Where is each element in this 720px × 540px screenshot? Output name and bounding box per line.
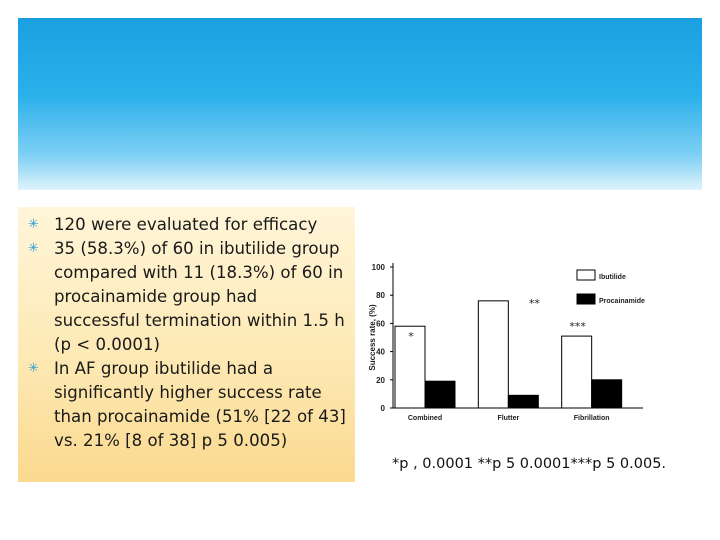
legend-label-procainamide: Procainamide <box>599 298 645 305</box>
x-tick-label: Fibrillation <box>574 415 610 422</box>
success-rate-chart: Success rate, (%) 0 20 40 60 80 100 Combined * Fl… <box>368 263 645 422</box>
bullet-text: In AF group ibutilide had a significantl… <box>54 359 346 450</box>
asterisk-bullet-icon: ✳ <box>28 217 39 232</box>
x-tick-label: Combined <box>408 415 442 422</box>
legend-swatch-procainamide <box>576 293 596 305</box>
legend-swatch-ibutilide <box>576 269 596 281</box>
bullet-text-box: ✳ 120 were evaluated for efficacy ✳ 35 (… <box>18 207 355 482</box>
significance-annotation: ** <box>529 297 541 310</box>
y-tick-label: 40 <box>376 348 385 357</box>
bar-procainamide-flutter <box>507 394 539 409</box>
bar-ibutilide-flutter <box>477 300 509 409</box>
asterisk-bullet-icon: ✳ <box>28 241 39 256</box>
asterisk-bullet-icon: ✳ <box>28 361 39 376</box>
bullet-text: 120 were evaluated for efficacy <box>54 215 318 234</box>
significance-annotation: * <box>408 330 414 343</box>
legend-label-ibutilide: Ibutilide <box>599 274 626 281</box>
bullet-list: ✳ 120 were evaluated for efficacy ✳ 35 (… <box>26 213 347 453</box>
bullet-item: ✳ 120 were evaluated for efficacy <box>26 213 347 237</box>
y-tick-label: 80 <box>376 291 385 300</box>
bullet-item: ✳ 35 (58.3%) of 60 in ibutilide group co… <box>26 237 347 357</box>
y-tick-label: 0 <box>381 404 386 413</box>
significance-annotation: *** <box>569 320 586 333</box>
y-tick-label: 20 <box>376 376 385 385</box>
footnote: *p , 0.0001 **p 5 0.0001***p 5 0.005. <box>392 456 667 472</box>
y-axis-label: Success rate, (%) <box>368 304 377 371</box>
bar-ibutilide-fibrillation <box>561 335 593 409</box>
bar-procainamide-combined <box>424 380 456 409</box>
header-band <box>18 18 702 190</box>
bar-ibutilide-combined <box>394 325 426 409</box>
y-tick-label: 100 <box>372 263 386 272</box>
y-tick-label: 60 <box>376 319 385 328</box>
bullet-item: ✳ In AF group ibutilide had a significan… <box>26 357 347 453</box>
x-tick-label: Flutter <box>497 415 519 422</box>
bullet-text: 35 (58.3%) of 60 in ibutilide group comp… <box>54 239 345 354</box>
bar-procainamide-fibrillation <box>591 379 623 409</box>
